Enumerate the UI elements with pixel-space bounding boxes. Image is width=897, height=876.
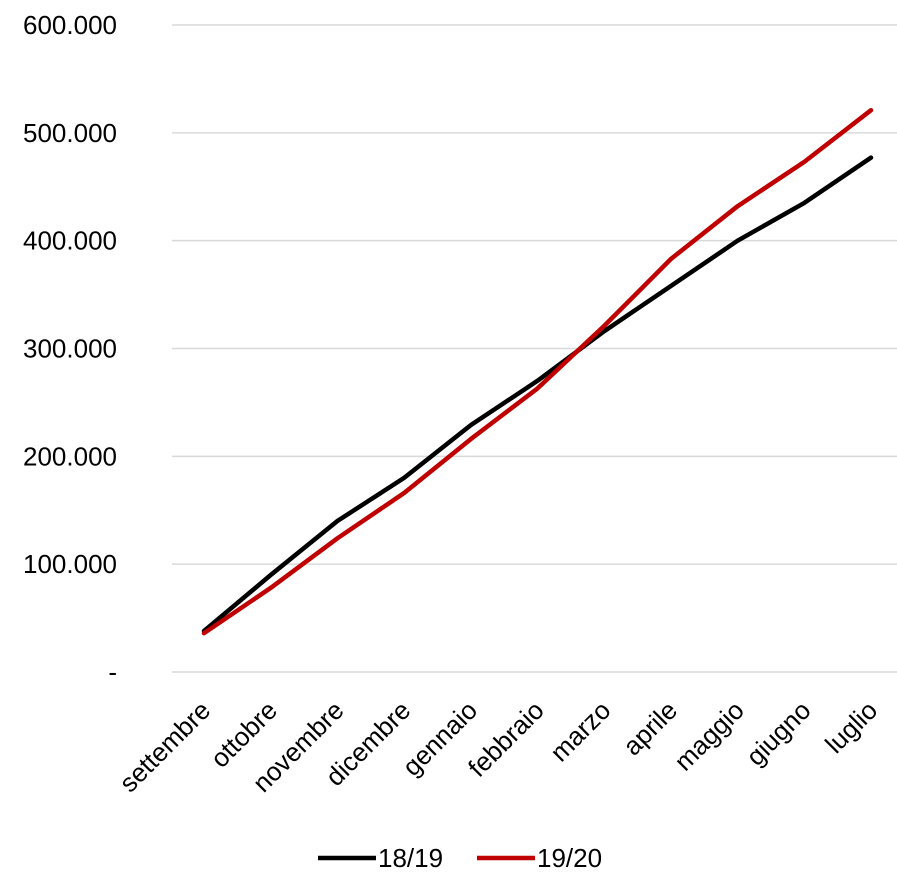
y-axis-ticks: - 100.000 200.000 300.000 400.000 500.000 600.… (23, 10, 117, 687)
x-tick-label: giugno (740, 695, 816, 771)
x-tick-label: febbraio (462, 695, 550, 783)
y-tick-label: 500.000 (23, 118, 117, 148)
y-tick-label: 600.000 (23, 10, 117, 40)
series-line (201, 155, 874, 634)
gridlines (172, 24, 897, 673)
x-tick-label: settembre (113, 695, 216, 798)
legend: 18/19 19/20 (318, 843, 602, 873)
legend-label: 18/19 (378, 843, 443, 873)
x-tick-label: marzo (544, 695, 616, 767)
series-lines (201, 107, 874, 636)
series-line (201, 107, 874, 636)
y-tick-label: 100.000 (23, 549, 117, 579)
y-tick-label: 400.000 (23, 226, 117, 256)
x-tick-label: luglio (819, 695, 883, 759)
y-tick-label: 300.000 (23, 334, 117, 364)
legend-label: 19/20 (537, 843, 602, 873)
x-axis-ticks: settembreottobrenovembredicembregennaiof… (113, 695, 883, 798)
y-tick-label: 200.000 (23, 441, 117, 471)
y-tick-label: - (108, 657, 117, 687)
x-tick-label: maggio (668, 695, 750, 777)
